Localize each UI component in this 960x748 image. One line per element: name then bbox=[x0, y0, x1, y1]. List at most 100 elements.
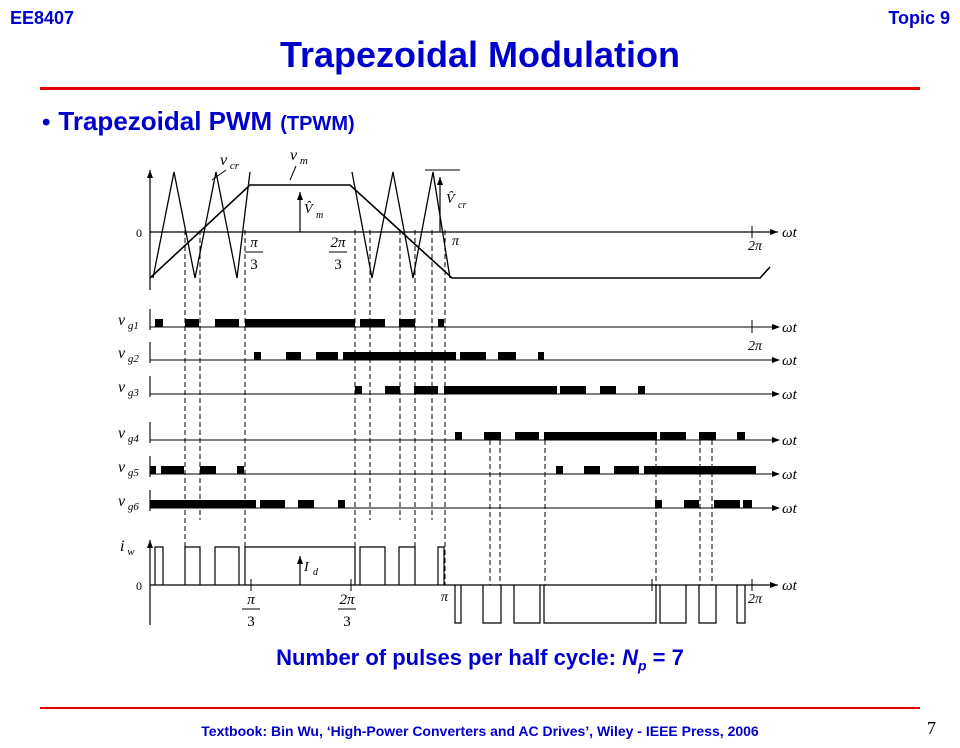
gate-g2-pulse-4 bbox=[343, 352, 456, 360]
current-plot-zero-label: 0 bbox=[136, 579, 142, 593]
gate-g4-pulse-1 bbox=[455, 432, 462, 440]
pulse-count-caption: Number of pulses per half cycle: Np = 7 bbox=[0, 645, 960, 673]
current-negative-pulse-5 bbox=[659, 585, 687, 624]
gate-g1-pulse-2 bbox=[185, 319, 199, 327]
carrier-wave-segment-1 bbox=[152, 171, 251, 279]
tick-pi-over-3-bottom-den: 3 bbox=[247, 614, 255, 630]
carrier-plot-y-axis-arrowhead bbox=[147, 170, 153, 178]
gate-g5-pulse-2 bbox=[161, 466, 184, 474]
gate-g3-pulse-2 bbox=[385, 386, 400, 394]
current-positive-pulse-5 bbox=[359, 546, 386, 585]
gate-g6-pulse-2 bbox=[260, 500, 285, 508]
tick-two-pi-over-3-top-den: 3 bbox=[334, 257, 342, 273]
vm-peak-sub: m bbox=[316, 210, 323, 221]
gate-g6-arrowhead bbox=[772, 505, 780, 511]
gate-g2-label: v g2 bbox=[118, 345, 139, 365]
current-plot-y-axis-arrowhead bbox=[147, 540, 153, 548]
tick-pi-bottom: π bbox=[441, 590, 449, 605]
current-positive-pulse-3 bbox=[214, 546, 240, 585]
gate-g3-pulse-4 bbox=[444, 386, 557, 394]
gate-g4-label: v g4 bbox=[118, 425, 139, 445]
gate-g6-axis-label: ωt bbox=[782, 501, 798, 517]
current-positive-pulse-7 bbox=[437, 546, 445, 585]
caption-symbol: N bbox=[622, 645, 638, 670]
gate-g3-axis-label: ωt bbox=[782, 387, 798, 403]
gate-g1-label: v g1 bbox=[118, 312, 139, 332]
bullet-sub-text: (TPWM) bbox=[280, 113, 355, 135]
trapezoidal-modulating-wave bbox=[149, 184, 771, 279]
current-negative-pulse-1 bbox=[454, 585, 462, 624]
gate-g1-pulse-6 bbox=[399, 319, 415, 327]
id-level-label: I bbox=[303, 560, 310, 575]
vm-peak-label: V̂ bbox=[304, 201, 314, 217]
footer-divider bbox=[40, 707, 920, 709]
current-negative-pulse-3 bbox=[513, 585, 541, 624]
gate-g4-pulse-4 bbox=[544, 432, 657, 440]
carrier-plot-axis-label: ωt bbox=[782, 225, 798, 241]
gate-g1-pulse-7 bbox=[438, 319, 444, 327]
gate-g6-pulse-5 bbox=[655, 500, 662, 508]
gate-g1-axis-label: ωt bbox=[782, 320, 798, 336]
gate-g3-arrowhead bbox=[772, 391, 780, 397]
tick-two-pi-over-3-bottom-den: 3 bbox=[343, 614, 351, 630]
gate-g4-arrowhead bbox=[772, 437, 780, 443]
tick-two-pi-over-3-bottom-num: 2π bbox=[339, 592, 355, 608]
tick-two-pi-over-3-top-num: 2π bbox=[330, 235, 346, 251]
current-plot-time-axis-arrowhead bbox=[770, 582, 778, 588]
gate-g5-arrowhead bbox=[772, 471, 780, 477]
vm-peak-arrow-arrowhead bbox=[297, 192, 303, 200]
gate-g6-pulse-8 bbox=[743, 500, 752, 508]
gate-g2-pulse-7 bbox=[538, 352, 544, 360]
current-positive-pulse-6 bbox=[398, 546, 416, 585]
current-positive-pulse-1 bbox=[154, 546, 164, 585]
gate-g2-arrowhead bbox=[772, 357, 780, 363]
gate-g4-pulse-2 bbox=[484, 432, 501, 440]
textbook-citation: Textbook: Bin Wu, ‘High-Power Converters… bbox=[201, 723, 759, 739]
bullet-item: • Trapezoidal PWM (TPWM) bbox=[42, 106, 355, 137]
id-level-arrow-arrowhead bbox=[297, 556, 303, 564]
modulating-label: v m bbox=[290, 147, 308, 167]
gate-g2-pulse-2 bbox=[286, 352, 301, 360]
id-level-sub: d bbox=[313, 567, 319, 578]
current-label: i w bbox=[120, 538, 135, 558]
gate-g3-pulse-1 bbox=[355, 386, 362, 394]
gate-g3-label: v g3 bbox=[118, 379, 139, 399]
vcr-peak-label: V̂ bbox=[446, 191, 456, 207]
modulating-label-pointer bbox=[289, 165, 297, 181]
gate-g4-axis-label: ωt bbox=[782, 433, 798, 449]
gate-g6-pulse-4 bbox=[338, 500, 345, 508]
gate-g5-label: v g5 bbox=[118, 459, 139, 479]
gate-g3-pulse-5 bbox=[560, 386, 586, 394]
tick-pi-over-3-bottom-num: π bbox=[247, 592, 255, 608]
tick-two-pi-gate: 2π bbox=[748, 339, 763, 354]
gate-g4-pulse-3 bbox=[515, 432, 539, 440]
gate-g1-pulse-1 bbox=[155, 319, 163, 327]
caption-prefix: Number of pulses per half cycle: bbox=[276, 645, 623, 670]
tick-pi-top: π bbox=[452, 234, 460, 249]
gate-g2-pulse-5 bbox=[460, 352, 486, 360]
caption-subscript: p bbox=[638, 657, 647, 674]
current-negative-pulse-7 bbox=[736, 585, 746, 624]
current-negative-pulse-4 bbox=[543, 585, 657, 624]
gate-g4-pulse-5 bbox=[660, 432, 686, 440]
current-plot-axis-label: ωt bbox=[782, 578, 798, 594]
topic-label: Topic 9 bbox=[888, 8, 950, 28]
carrier-plot-zero-label: 0 bbox=[136, 226, 142, 240]
caption-suffix: = 7 bbox=[646, 645, 684, 670]
gate-g6-pulse-1 bbox=[150, 500, 256, 508]
gate-g2-pulse-3 bbox=[316, 352, 338, 360]
gate-g3-pulse-3 bbox=[414, 386, 438, 394]
carrier-label: v cr bbox=[220, 152, 240, 172]
gate-g6-pulse-6 bbox=[684, 500, 699, 508]
gate-g5-axis-label: ωt bbox=[782, 467, 798, 483]
title-divider bbox=[40, 87, 920, 90]
gate-g5-pulse-3 bbox=[200, 466, 216, 474]
gate-g5-pulse-1 bbox=[150, 466, 156, 474]
current-negative-pulse-2 bbox=[482, 585, 502, 624]
current-negative-pulse-6 bbox=[698, 585, 717, 624]
current-positive-pulse-2 bbox=[184, 546, 201, 585]
gate-g1-pulse-3 bbox=[215, 319, 239, 327]
page-number: 7 bbox=[927, 718, 936, 738]
gate-g5-pulse-5 bbox=[556, 466, 563, 474]
gate-g1-arrowhead bbox=[772, 324, 780, 330]
